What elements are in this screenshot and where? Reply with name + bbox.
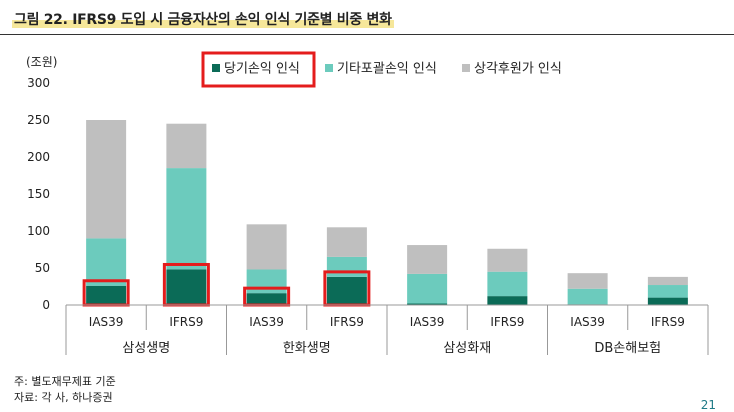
x-group-label: 한화생명	[283, 341, 331, 356]
bar-segment-2	[326, 256, 367, 277]
bar-segment-1	[86, 285, 127, 305]
bar-segment-1	[407, 303, 448, 305]
y-axis-unit-label: (조원)	[26, 55, 58, 69]
figure-title: 그림 22. IFRS9 도입 시 금융자산의 손익 인식 기준별 비중 변화	[12, 9, 394, 29]
x-group-label: DB손해보험	[594, 341, 661, 356]
bar-segment-1	[166, 269, 207, 305]
legend-highlight-box	[201, 51, 316, 88]
bar-segment-1	[326, 276, 367, 305]
bar-segment-1	[647, 297, 688, 305]
bar-segment-3	[166, 123, 207, 169]
x-tick-label: IFRS9	[490, 315, 524, 329]
bar-segment-3	[326, 227, 367, 257]
x-group-label: 삼성화재	[443, 341, 491, 356]
bar-area	[82, 120, 688, 307]
footnote-basis: 주: 별도재무제표 기준	[14, 375, 116, 388]
chart-legend: 당기손익 인식 기타포괄손익 인식 상각후원가 인식	[201, 51, 562, 88]
y-tick-label: 250	[27, 113, 50, 127]
bar-segment-2	[647, 285, 688, 298]
title-rule	[0, 34, 734, 35]
y-tick-label: 0	[42, 298, 50, 312]
legend-swatch-3	[462, 64, 470, 72]
bar-segment-3	[407, 245, 448, 274]
y-tick-label: 100	[27, 224, 50, 238]
x-tick-label: IFRS9	[330, 315, 364, 329]
bar-segment-3	[487, 248, 528, 272]
bar-segment-3	[647, 276, 688, 286]
legend-label-1: 당기손익 인식	[224, 62, 300, 77]
x-tick-label: IAS39	[410, 315, 445, 329]
y-axis: 300 250 200 150 100 50 0	[27, 76, 50, 312]
bar-segment-3	[86, 120, 127, 239]
bar-segment-2	[166, 168, 207, 270]
y-tick-label: 300	[27, 76, 50, 90]
x-group-label: 삼성생명	[122, 341, 170, 356]
bar-segment-2	[567, 288, 608, 305]
y-tick-label: 50	[35, 261, 50, 275]
legend-label-2: 기타포괄손익 인식	[337, 62, 437, 77]
legend-swatch-2	[325, 64, 333, 72]
x-tick-label: IFRS9	[651, 315, 685, 329]
x-axis: IAS39 IFRS9 IAS39 IFRS9 IAS39 IFRS9 IAS39 IFRS9…	[65, 304, 709, 356]
bar-segment-2	[86, 238, 127, 286]
x-tick-label: IAS39	[249, 315, 284, 329]
y-tick-label: 200	[27, 150, 50, 164]
x-tick-label: IAS39	[89, 315, 124, 329]
x-tick-label: IAS39	[570, 315, 605, 329]
bar-segment-2	[407, 273, 448, 304]
y-tick-label: 150	[27, 187, 50, 201]
bar-segment-1	[487, 296, 528, 305]
footnote-source: 자료: 각 사, 하나증권	[14, 391, 113, 404]
page-number: 21	[700, 398, 716, 412]
bar-segment-2	[487, 271, 528, 297]
bar-segment-1	[246, 293, 287, 305]
legend-swatch-1	[212, 64, 220, 72]
legend-label-3: 상각후원가 인식	[474, 62, 562, 77]
bar-segment-3	[246, 224, 287, 270]
x-tick-label: IFRS9	[169, 315, 203, 329]
bar-segment-3	[567, 273, 608, 289]
